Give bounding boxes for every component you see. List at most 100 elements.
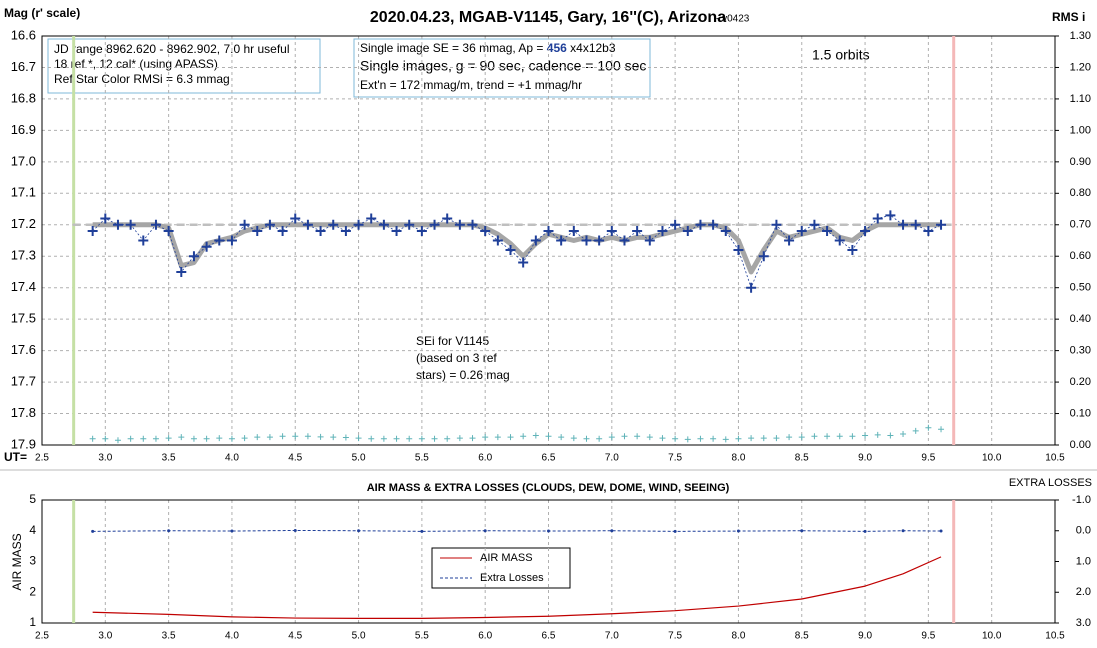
info-box	[47, 38, 321, 94]
y2-tick-label: 0.50	[1070, 282, 1091, 294]
data-point	[406, 435, 413, 442]
data-point	[391, 226, 402, 237]
x-tick-label: 4.0	[225, 631, 239, 642]
x-tick-label: 10.0	[982, 453, 1002, 464]
data-point	[758, 251, 769, 262]
data-point	[163, 226, 174, 237]
legend-label: Extra Losses	[480, 572, 544, 584]
data-point	[127, 435, 134, 442]
legend-label: AIR MASS	[480, 552, 533, 564]
data-point	[610, 529, 614, 533]
data-point	[646, 434, 653, 441]
data-point	[710, 435, 717, 442]
data-point	[138, 235, 149, 246]
y-tick-label: 16.8	[11, 90, 36, 105]
data-point	[558, 434, 565, 441]
data-point	[581, 235, 592, 246]
y2-tick-label: 0.30	[1070, 345, 1091, 357]
x-tick-label: 8.0	[731, 631, 745, 642]
data-point	[722, 436, 729, 443]
data-point	[621, 433, 628, 440]
y2-tick-label: 0.0	[1076, 525, 1091, 537]
data-point	[178, 434, 185, 441]
x-tick-label: 2.5	[35, 631, 49, 642]
info-line: JD range 8962.620 - 8962.902, 7.0 hr use…	[54, 42, 290, 56]
y-tick-label: 17.9	[11, 436, 36, 451]
x-tick-label: 9.5	[921, 631, 935, 642]
y2-axis-label: EXTRA LOSSES	[1009, 477, 1092, 489]
data-point	[125, 219, 136, 230]
plot-frame	[41, 35, 1056, 446]
data-point	[505, 244, 516, 255]
data-point	[606, 226, 617, 237]
data-point	[507, 434, 514, 441]
data-point	[492, 235, 503, 246]
y2-tick-label: 1.10	[1070, 93, 1091, 105]
data-point	[293, 528, 297, 532]
data-point	[328, 219, 339, 230]
data-point	[863, 529, 867, 533]
data-point	[735, 435, 742, 442]
data-point	[746, 282, 757, 293]
y-tick-label: 16.9	[11, 122, 36, 137]
data-point	[87, 226, 98, 237]
data-point	[302, 219, 313, 230]
y-tick-label: 2	[29, 584, 36, 598]
se-line: Ext'n = 172 mmag/m, trend = +1 mmag/hr	[360, 78, 582, 92]
data-point	[252, 226, 263, 237]
y-tick-label: 17.3	[11, 248, 36, 263]
data-point	[420, 529, 424, 533]
y2-tick-label: 0.80	[1070, 187, 1091, 199]
x-tick-label: 5.5	[415, 631, 429, 642]
data-point	[201, 241, 212, 252]
y-tick-label: 16.6	[11, 27, 36, 42]
data-point	[366, 213, 377, 224]
data-point	[152, 435, 159, 442]
data-point	[340, 226, 351, 237]
legend	[431, 547, 571, 589]
x-tick-label: 5.5	[415, 453, 429, 464]
se-line: Single image SE = 36 mmag, Ap = 456 x4x1…	[360, 41, 616, 55]
data-point	[912, 427, 919, 434]
data-point	[456, 435, 463, 442]
data-point	[545, 433, 552, 440]
y2-tick-label: 2.0	[1076, 586, 1091, 598]
x-tick-label: 3.0	[98, 631, 112, 642]
data-point	[901, 529, 905, 533]
data-point	[241, 435, 248, 442]
data-point	[532, 432, 539, 439]
y2-tick-label: 0.60	[1070, 250, 1091, 262]
data-point	[925, 424, 932, 431]
x-tick-label: 10.5	[1045, 453, 1065, 464]
data-point	[404, 219, 415, 230]
data-point	[150, 219, 161, 230]
data-point	[594, 235, 605, 246]
data-point	[695, 219, 706, 230]
x-tick-label: 5.0	[352, 453, 366, 464]
x-axis-label: UT=	[4, 450, 27, 464]
data-point	[317, 433, 324, 440]
data-point	[644, 235, 655, 246]
data-point	[482, 434, 489, 441]
data-point	[442, 213, 453, 224]
y-tick-label: 17.4	[11, 279, 36, 294]
data-point	[733, 244, 744, 255]
data-point	[923, 226, 934, 237]
data-point	[682, 226, 693, 237]
x-tick-label: 4.0	[225, 453, 239, 464]
data-point	[673, 529, 677, 533]
sei-note: stars) = 0.26 mag	[416, 368, 510, 382]
data-point	[771, 219, 782, 230]
data-point	[176, 266, 187, 277]
series-line	[92, 556, 942, 619]
data-point	[378, 219, 389, 230]
data-point	[188, 251, 199, 262]
data-point	[216, 435, 223, 442]
x-tick-label: 8.0	[731, 453, 745, 464]
x-tick-label: 3.0	[98, 453, 112, 464]
data-point	[939, 529, 943, 533]
data-point	[568, 226, 579, 237]
data-point	[416, 226, 427, 237]
y2-tick-label: 0.10	[1070, 407, 1091, 419]
